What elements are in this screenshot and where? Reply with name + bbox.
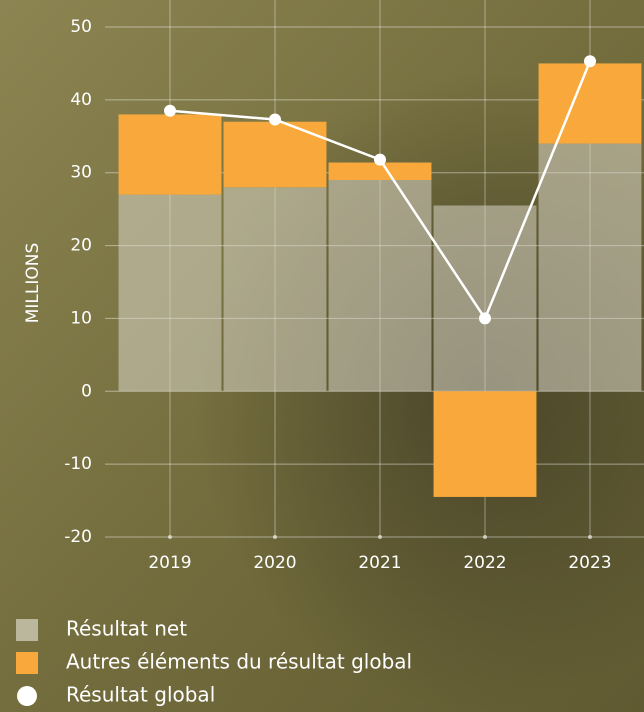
legend-label: Résultat net [66, 617, 187, 641]
bar [223, 187, 327, 392]
axis-dot [168, 535, 172, 539]
y-tick-label: 0 [81, 381, 92, 401]
y-tick-label: -20 [64, 527, 92, 547]
line-marker [584, 55, 596, 68]
legend-swatch [17, 686, 37, 706]
bar [433, 391, 537, 497]
x-tick-label: 2022 [463, 553, 506, 573]
y-tick-label: 50 [70, 17, 92, 37]
y-tick-label: 10 [70, 308, 92, 328]
line-marker [479, 312, 491, 325]
legend-label: Autres éléments du résultat global [66, 650, 412, 674]
line-marker [164, 104, 176, 117]
x-tick-label: 2019 [148, 553, 191, 573]
bar [223, 121, 327, 188]
bar [118, 194, 222, 392]
bar [538, 63, 642, 144]
bar [118, 114, 222, 195]
legend-swatch [16, 619, 38, 641]
axis-dot [588, 535, 592, 539]
y-tick-label: 30 [70, 163, 92, 183]
x-tick-label: 2023 [568, 553, 611, 573]
y-tick-label: 20 [70, 236, 92, 256]
x-tick-label: 2021 [358, 553, 401, 573]
y-tick-label: 40 [70, 90, 92, 110]
axis-dot [378, 535, 382, 539]
line-marker [374, 153, 386, 166]
axis-dot [273, 535, 277, 539]
x-tick-label: 2020 [253, 553, 296, 573]
legend-swatch [16, 652, 38, 674]
y-tick-label: -10 [64, 454, 92, 474]
bar [328, 180, 432, 392]
line-marker [269, 113, 281, 126]
y-axis-label: MILLIONS [23, 243, 43, 324]
legend-label: Résultat global [66, 683, 215, 707]
bar [328, 162, 432, 180]
axis-dot [483, 535, 487, 539]
bar [538, 143, 642, 392]
